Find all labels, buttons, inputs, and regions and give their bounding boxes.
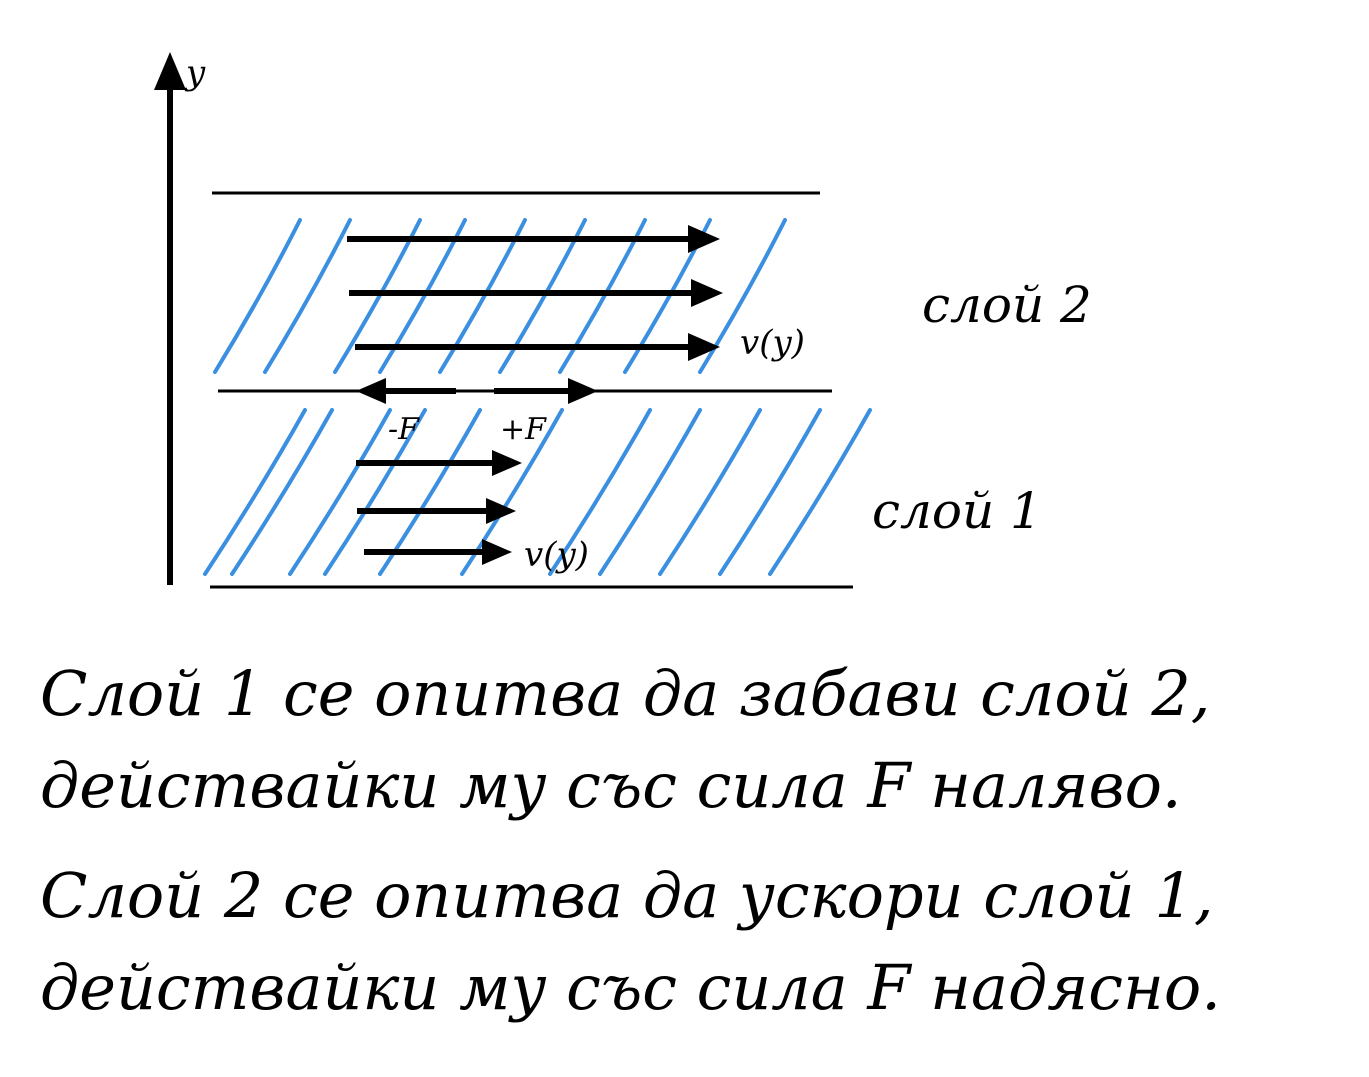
velocity-arrowhead bbox=[691, 279, 723, 307]
hatch-stroke bbox=[323, 408, 427, 576]
hatch-stroke bbox=[263, 218, 352, 374]
force-arrow-right-head bbox=[568, 378, 598, 404]
force-label-left: -F bbox=[388, 412, 420, 447]
layer-1-velocity-label: v(y) bbox=[524, 535, 589, 575]
layer-2-label: слой 2 bbox=[922, 276, 1092, 334]
velocity-arrowhead bbox=[688, 333, 720, 361]
caption-line: Слой 2 се опитва да ускори слой 1, bbox=[40, 859, 1214, 932]
y-axis-arrowhead bbox=[154, 52, 186, 90]
velocity-arrowhead bbox=[688, 225, 720, 253]
hatch-stroke bbox=[698, 218, 787, 374]
hatch-stroke bbox=[768, 408, 872, 576]
caption-line: Слой 1 се опитва да забави слой 2, bbox=[40, 657, 1211, 730]
caption-line: действайки му със сила F наляво. bbox=[40, 749, 1182, 822]
caption-line: действайки му със сила F надясно. bbox=[40, 951, 1221, 1024]
hatch-stroke bbox=[598, 408, 702, 576]
hatch-stroke bbox=[213, 218, 302, 374]
interface-force-arrows bbox=[356, 378, 598, 404]
hatch-stroke bbox=[718, 408, 822, 576]
velocity-arrowhead bbox=[492, 450, 522, 476]
hatch-stroke bbox=[230, 408, 334, 576]
layer-1-hatching bbox=[203, 408, 872, 576]
layer-1-velocity-arrows bbox=[356, 450, 522, 565]
velocity-arrowhead bbox=[482, 539, 512, 565]
hatch-stroke bbox=[288, 408, 392, 576]
hatch-stroke bbox=[203, 408, 307, 576]
force-label-right: +F bbox=[500, 412, 547, 447]
caption-layer-2-accelerates: Слой 2 се опитва да ускори слой 1, дейст… bbox=[40, 850, 1350, 1034]
caption-layer-1-slows: Слой 1 се опитва да забави слой 2, дейст… bbox=[40, 648, 1350, 832]
force-arrow-left-head bbox=[356, 378, 386, 404]
layer-2-velocity-label: v(y) bbox=[740, 323, 805, 363]
y-axis-label: y bbox=[184, 53, 206, 93]
layer-2-velocity-arrows bbox=[347, 225, 723, 361]
hatch-stroke bbox=[658, 408, 762, 576]
layer-1-label: слой 1 bbox=[872, 482, 1042, 540]
y-axis: y bbox=[154, 52, 206, 585]
hatch-stroke bbox=[548, 408, 652, 576]
velocity-arrowhead bbox=[486, 498, 516, 524]
